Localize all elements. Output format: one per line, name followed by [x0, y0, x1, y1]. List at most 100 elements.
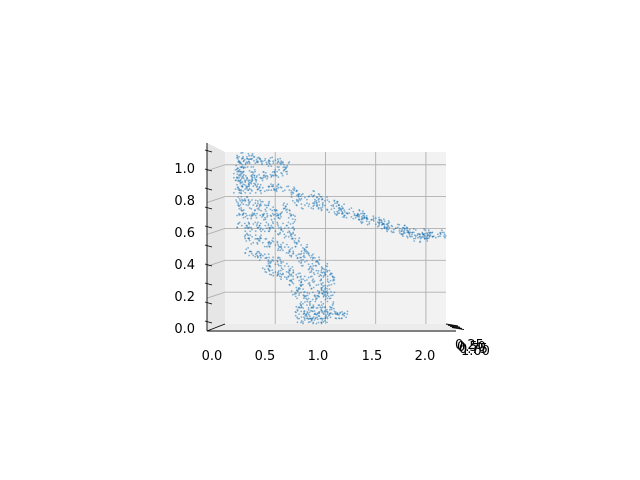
data-point: [289, 223, 292, 225]
data-point: [292, 250, 295, 253]
data-point: [398, 227, 401, 230]
data-point: [322, 306, 324, 309]
data-point: [304, 250, 307, 253]
data-point: [315, 269, 318, 272]
data-point: [328, 211, 331, 214]
data-point: [280, 245, 282, 248]
data-point: [300, 301, 303, 303]
data-point: [251, 199, 253, 201]
z-tick-label: 0.25: [455, 338, 484, 353]
data-point: [253, 174, 256, 177]
data-point: [324, 316, 327, 318]
data-point: [314, 294, 316, 297]
data-point: [260, 192, 262, 195]
data-point: [264, 218, 267, 221]
data-point: [267, 259, 270, 261]
data-point: [313, 204, 316, 207]
data-point: [274, 213, 276, 216]
data-point: [263, 245, 266, 248]
data-point: [298, 294, 300, 297]
data-point: [266, 227, 268, 230]
data-point: [257, 238, 259, 240]
data-point: [248, 222, 251, 225]
data-point: [333, 291, 336, 294]
data-point: [258, 186, 261, 188]
data-point: [312, 202, 314, 205]
data-point: [253, 212, 256, 215]
data-point: [308, 311, 311, 314]
data-point: [332, 302, 335, 305]
data-point: [280, 228, 283, 231]
data-point: [303, 291, 305, 294]
data-point: [314, 198, 316, 201]
data-point: [252, 185, 255, 188]
data-point: [259, 254, 262, 257]
data-point: [308, 267, 311, 270]
data-point: [307, 313, 310, 316]
data-point: [256, 204, 259, 207]
data-point: [408, 228, 411, 231]
data-point: [237, 186, 240, 189]
data-point: [279, 249, 282, 252]
data-point: [335, 313, 337, 316]
data-point: [247, 234, 250, 237]
data-point: [304, 248, 306, 251]
data-point: [278, 217, 281, 220]
data-point: [260, 177, 262, 180]
data-point: [318, 256, 320, 259]
data-point: [418, 233, 421, 236]
data-point: [299, 253, 301, 256]
data-point: [320, 266, 323, 268]
data-point: [236, 154, 239, 157]
data-point: [322, 317, 324, 320]
data-point: [280, 260, 282, 263]
data-point: [304, 196, 306, 199]
data-point: [289, 215, 292, 217]
data-point: [311, 262, 314, 265]
data-point: [307, 253, 310, 256]
data-point: [292, 271, 295, 273]
data-point: [271, 221, 274, 223]
data-point: [237, 222, 240, 225]
y-grid-line-left: [206, 228, 226, 235]
data-point: [437, 233, 439, 236]
data-point: [242, 203, 245, 206]
data-point: [396, 226, 399, 229]
data-point: [286, 173, 288, 176]
data-point: [277, 256, 280, 259]
data-point: [314, 260, 317, 263]
data-point: [254, 209, 256, 211]
data-point: [290, 280, 293, 283]
data-point: [322, 285, 325, 287]
data-point: [278, 245, 280, 248]
data-point: [271, 171, 274, 174]
data-point: [343, 216, 346, 218]
data-point: [260, 209, 262, 212]
data-point: [272, 226, 275, 229]
data-point: [269, 208, 272, 211]
data-point: [302, 207, 304, 210]
data-point: [302, 278, 304, 280]
data-point: [273, 209, 276, 211]
data-point: [346, 310, 349, 313]
data-point: [422, 233, 424, 236]
data-point: [300, 203, 303, 206]
data-point: [320, 288, 323, 291]
data-point: [273, 170, 276, 173]
data-point: [300, 281, 303, 284]
data-point: [312, 291, 314, 294]
data-point: [294, 215, 296, 218]
data-point: [280, 264, 282, 267]
data-point: [250, 207, 253, 210]
data-point: [272, 160, 274, 163]
data-point: [251, 152, 254, 155]
data-point: [324, 287, 327, 289]
data-point: [298, 292, 301, 295]
data-point: [243, 209, 245, 211]
data-point: [238, 205, 241, 208]
data-point: [244, 234, 247, 237]
data-point: [299, 276, 302, 278]
data-point: [333, 282, 336, 285]
data-point: [238, 174, 240, 177]
data-point: [326, 275, 329, 278]
